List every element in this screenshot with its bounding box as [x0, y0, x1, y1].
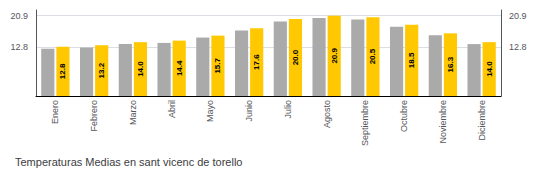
svg-text:20.9: 20.9 [330, 47, 339, 63]
svg-text:Marzo: Marzo [128, 100, 138, 125]
svg-text:15.7: 15.7 [213, 57, 222, 73]
svg-text:Julio: Julio [283, 100, 293, 119]
svg-text:16.3: 16.3 [446, 56, 455, 72]
svg-text:20.0: 20.0 [291, 49, 300, 65]
svg-text:14.4: 14.4 [175, 60, 184, 76]
svg-text:Diciembre: Diciembre [477, 100, 487, 141]
svg-text:Septiembre: Septiembre [360, 100, 370, 146]
svg-text:Junio: Junio [244, 100, 254, 122]
svg-text:Enero: Enero [50, 100, 60, 124]
svg-text:13.2: 13.2 [97, 62, 106, 78]
svg-text:12.8: 12.8 [58, 63, 67, 79]
svg-text:Temperaturas Medias en sant vi: Temperaturas Medias en sant vicenc de to… [15, 156, 242, 168]
svg-text:20.9: 20.9 [509, 11, 527, 21]
svg-text:Mayo: Mayo [205, 100, 215, 122]
svg-text:Octubre: Octubre [399, 100, 409, 132]
svg-text:14.0: 14.0 [485, 61, 494, 77]
svg-text:12.8: 12.8 [509, 42, 527, 52]
svg-text:12.8: 12.8 [10, 42, 28, 52]
svg-text:18.5: 18.5 [407, 52, 416, 68]
svg-text:14.0: 14.0 [136, 61, 145, 77]
svg-text:20.5: 20.5 [368, 48, 377, 64]
svg-text:Abril: Abril [167, 100, 177, 118]
svg-text:Noviembre: Noviembre [438, 100, 448, 144]
svg-text:20.9: 20.9 [10, 11, 28, 21]
svg-text:Febrero: Febrero [89, 100, 99, 132]
svg-text:Agosto: Agosto [322, 100, 332, 128]
svg-text:17.6: 17.6 [252, 54, 261, 70]
